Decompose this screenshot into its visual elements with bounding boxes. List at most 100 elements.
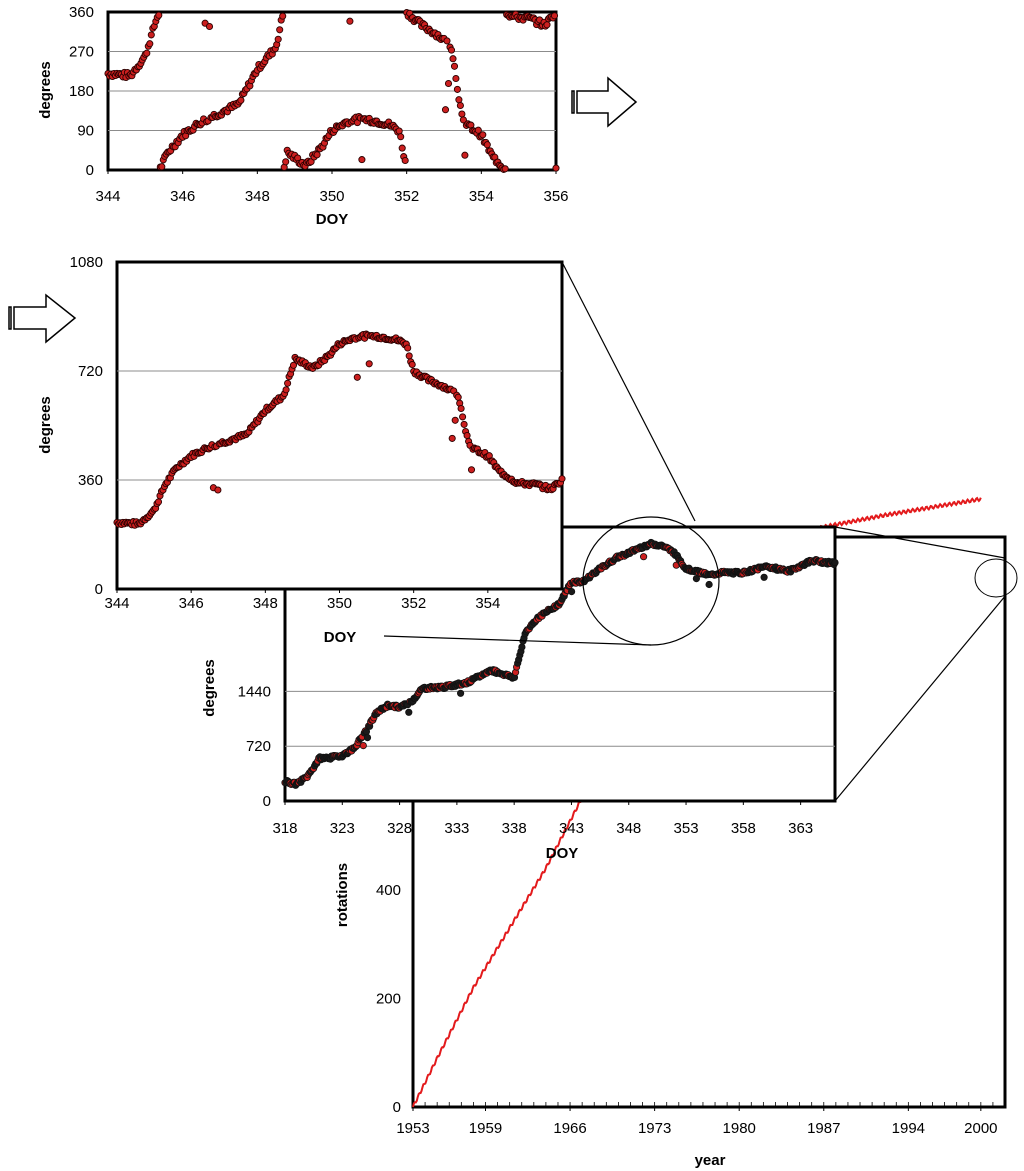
y-tick-label: 1440: [238, 683, 271, 700]
data-point: [154, 498, 163, 506]
data-point: [467, 466, 476, 474]
x-tick-label: 348: [616, 820, 641, 837]
data-point: [405, 708, 413, 716]
x-tick-label: 348: [253, 595, 278, 612]
x-tick-label: 323: [330, 820, 355, 837]
data-point: [346, 17, 354, 25]
doy-overview-x-ticks: 318 323 328 333 338 343 348 353 358 363: [272, 801, 813, 837]
data-point: [158, 163, 166, 171]
data-point: [147, 31, 155, 39]
data-point: [408, 360, 416, 369]
data-point: [395, 127, 403, 135]
y-tick-label: 180: [69, 83, 94, 100]
data-point: [639, 553, 648, 561]
data-point: [447, 46, 456, 54]
x-tick-label: 1973: [638, 1120, 671, 1137]
x-tick-label: 346: [170, 188, 195, 205]
data-point: [705, 580, 713, 589]
top-heading-x-ticks: 344 346 348 350 352 354 356: [95, 170, 569, 205]
data-point: [831, 558, 839, 567]
data-point: [450, 62, 459, 70]
x-tick-label: 318: [272, 820, 297, 837]
y-tick-label: 720: [78, 363, 103, 380]
data-point: [543, 21, 551, 29]
data-point: [459, 413, 467, 421]
data-point: [282, 386, 290, 394]
data-point: [451, 416, 459, 424]
data-point: [279, 12, 287, 20]
data-point: [363, 733, 372, 742]
data-point: [448, 434, 456, 442]
data-point: [558, 475, 566, 483]
middle-zoom-frame: [115, 260, 564, 591]
data-point: [454, 393, 462, 401]
x-tick-label: 1953: [396, 1120, 429, 1137]
data-point: [457, 404, 465, 413]
data-point: [552, 164, 560, 172]
arrow-right-icon: [571, 76, 638, 128]
data-point: [460, 420, 468, 428]
zoom-circle-rotations: [974, 558, 1018, 598]
y-tick-label: 400: [376, 882, 401, 899]
data-point: [444, 79, 453, 88]
data-point: [760, 573, 768, 581]
top-heading-chart: 344 346 348 350 352 354 356 0 90 180 270 360 degre…: [37, 4, 569, 228]
data-point: [501, 165, 509, 173]
data-point: [405, 352, 413, 360]
data-point: [143, 49, 151, 57]
middle-zoom-chart: 344 346 348 350 352 354 0 360 720 1080 degrees D…: [37, 254, 566, 646]
data-point: [483, 141, 491, 149]
y-tick-label: 720: [246, 738, 271, 755]
data-point: [550, 12, 559, 20]
data-point: [401, 156, 409, 165]
data-point: [282, 158, 290, 166]
middle-zoom-x-ticks: 344 346 348 350 352 354: [104, 589, 500, 612]
x-tick-label: 1966: [553, 1120, 586, 1137]
x-tick-label: 344: [104, 595, 129, 612]
data-point: [456, 689, 465, 697]
x-tick-label: 354: [475, 595, 500, 612]
y-tick-label: 0: [95, 581, 103, 598]
data-point: [276, 26, 284, 34]
data-point: [455, 96, 463, 104]
x-tick-label: 1980: [723, 1120, 756, 1137]
data-point: [289, 361, 298, 369]
y-tick-label: 360: [69, 4, 94, 21]
x-tick-label: 344: [95, 188, 120, 205]
data-point: [404, 344, 412, 352]
data-point: [365, 360, 373, 368]
y-tick-label: 200: [376, 990, 401, 1007]
x-tick-label: 1959: [469, 1120, 502, 1137]
x-tick-label: 352: [394, 188, 419, 205]
top-heading-points: [104, 9, 560, 173]
x-tick-label: 1987: [807, 1120, 840, 1137]
rotations-x-ticks: 1953 1959 1966 1973 1980 1987 1994 2000: [396, 1102, 1006, 1137]
data-point: [441, 106, 450, 114]
x-tick-label: 328: [387, 820, 412, 837]
y-tick-label: 0: [393, 1099, 401, 1116]
rotations-x-axis-label: year: [695, 1152, 726, 1169]
zoom-connectors: [383, 261, 1007, 802]
data-point: [205, 22, 214, 31]
data-point: [358, 156, 366, 164]
data-point: [155, 11, 163, 19]
x-tick-label: 346: [179, 595, 204, 612]
x-tick-label: 2000: [964, 1120, 997, 1137]
doy-overview-chart: 318 323 328 333 338 343 348 353 358 363 07201440 …: [201, 516, 839, 862]
data-point: [456, 101, 464, 110]
data-point: [313, 151, 321, 159]
top-heading-y-ticks: 0 90 180 270 360: [69, 4, 94, 179]
rotations-y-axis-label: rotations: [334, 863, 351, 927]
data-point: [397, 133, 405, 141]
y-tick-label: 90: [77, 123, 94, 140]
arrow-right-icon: [8, 293, 77, 344]
x-tick-label: 353: [674, 820, 699, 837]
data-point: [479, 131, 487, 139]
y-tick-label: 360: [78, 472, 103, 489]
x-tick-label: 354: [469, 188, 494, 205]
data-point: [398, 144, 406, 152]
data-point: [453, 85, 461, 93]
middle-zoom-points: [113, 330, 566, 529]
data-point: [458, 110, 466, 118]
